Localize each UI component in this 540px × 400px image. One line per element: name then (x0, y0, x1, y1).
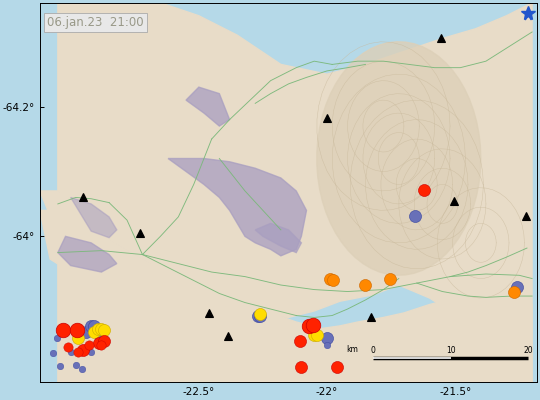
Point (73, 327, 82, 334)
Point (420, 186, 429, 193)
Point (90, 329, 98, 336)
Point (84, 342, 93, 348)
Polygon shape (58, 3, 532, 382)
Polygon shape (168, 158, 307, 256)
Text: km: km (346, 346, 358, 354)
Polygon shape (71, 198, 117, 238)
Point (87, 349, 96, 355)
Point (256, 311, 265, 318)
Point (49, 350, 57, 356)
Text: 20: 20 (523, 346, 533, 355)
Point (66, 349, 75, 355)
Point (323, 342, 332, 348)
Point (59, 327, 68, 334)
Point (308, 322, 317, 328)
Point (97, 335, 106, 342)
Point (256, 312, 265, 319)
Point (74, 335, 83, 342)
Point (329, 277, 338, 284)
Point (56, 363, 65, 369)
Point (90, 323, 98, 329)
Point (64, 344, 72, 350)
Text: 10: 10 (446, 346, 456, 355)
Point (310, 332, 319, 338)
Point (323, 335, 332, 342)
Point (361, 282, 370, 288)
Point (71, 362, 80, 368)
Point (325, 275, 334, 282)
Point (305, 323, 313, 329)
Point (411, 212, 420, 219)
Point (78, 366, 86, 372)
Point (82, 328, 90, 335)
Point (386, 275, 394, 282)
Point (512, 284, 521, 290)
Polygon shape (255, 223, 301, 252)
Polygon shape (317, 42, 481, 275)
Point (297, 364, 306, 371)
Point (510, 288, 518, 295)
Text: 0: 0 (371, 346, 376, 355)
Text: 06.jan.23  21:00: 06.jan.23 21:00 (48, 16, 144, 29)
Polygon shape (58, 236, 117, 272)
Polygon shape (58, 191, 532, 382)
Point (52, 335, 61, 342)
Point (97, 325, 106, 332)
Point (79, 347, 88, 353)
Point (296, 338, 305, 345)
Point (87, 323, 96, 329)
Point (313, 332, 321, 338)
Polygon shape (40, 210, 109, 272)
Point (333, 364, 342, 370)
Point (100, 327, 109, 334)
Polygon shape (186, 87, 230, 126)
Point (253, 312, 262, 319)
Point (94, 340, 103, 347)
Point (97, 342, 106, 348)
Point (74, 349, 83, 355)
Point (100, 338, 109, 345)
Point (93, 326, 102, 332)
Polygon shape (40, 191, 117, 272)
